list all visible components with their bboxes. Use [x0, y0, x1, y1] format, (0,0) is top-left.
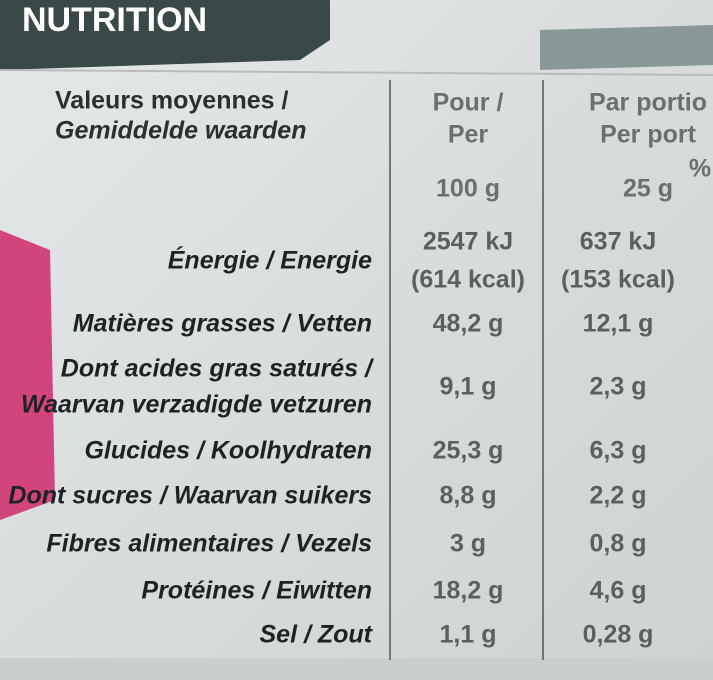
- row-label: Dont acides gras saturés /: [61, 355, 375, 383]
- head-label: Valeurs moyennes /: [55, 87, 289, 115]
- per100-value: 48,2 g: [433, 310, 504, 338]
- row-label: Fibres alimentaires / Vezels: [46, 530, 372, 558]
- per100-value: 8,8 g: [440, 482, 497, 510]
- row-label: Matières grasses / Vetten: [73, 310, 372, 338]
- head-per100: Pour /: [433, 89, 504, 117]
- rule: [0, 69, 713, 76]
- bottom-strip: [0, 658, 713, 680]
- portion-value: (153 kcal): [561, 266, 675, 294]
- per100-value: 9,1 g: [440, 373, 497, 401]
- row-label: Sel / Zout: [260, 621, 374, 649]
- per100-value: 18,2 g: [433, 577, 504, 605]
- header-shade: [540, 25, 713, 70]
- head-label: Gemiddelde waarden: [55, 117, 306, 145]
- head-per100: Per: [448, 121, 489, 149]
- per100-value: 25,3 g: [433, 437, 504, 465]
- head-per100: 100 g: [436, 175, 500, 203]
- per100-value: 3 g: [450, 530, 486, 558]
- per100-value: 1,1 g: [440, 621, 497, 649]
- row-label: Énergie / Energie: [168, 246, 372, 275]
- head-portion: Par portio: [589, 89, 707, 117]
- per100-value: 2547 kJ: [423, 228, 513, 256]
- head-portion: Per port: [600, 121, 697, 149]
- head-percent: %: [689, 155, 711, 183]
- header-title: NUTRITION: [22, 1, 207, 39]
- portion-value: 2,3 g: [590, 373, 647, 401]
- portion-value: 12,1 g: [583, 310, 654, 338]
- portion-value: 2,2 g: [590, 482, 647, 510]
- nutrition-table: Valeurs moyennes /Gemiddelde waarden Pour…: [8, 87, 711, 649]
- pink-edge: [0, 230, 55, 520]
- row-label: Protéines / Eiwitten: [141, 577, 372, 605]
- portion-value: 6,3 g: [590, 437, 647, 465]
- header-band: [0, 0, 330, 70]
- row-label: Glucides / Koolhydraten: [84, 437, 372, 465]
- head-portion: 25 g: [623, 175, 673, 203]
- portion-value: 637 kJ: [580, 228, 656, 256]
- row-label: Waarvan verzadigde vetzuren: [21, 391, 372, 419]
- portion-value: 0,28 g: [583, 621, 654, 649]
- portion-value: 4,6 g: [590, 577, 647, 605]
- row-label: Dont sucres / Waarvan suikers: [8, 482, 372, 510]
- portion-value: 0,8 g: [590, 530, 647, 558]
- per100-value: (614 kcal): [411, 266, 525, 294]
